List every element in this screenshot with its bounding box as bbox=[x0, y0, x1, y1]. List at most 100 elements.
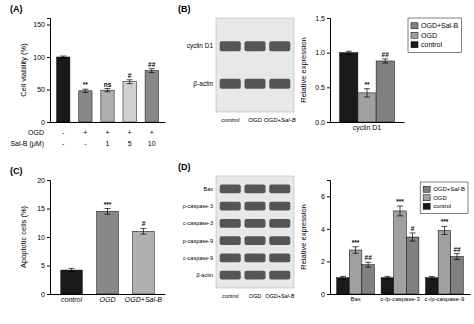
blot-band bbox=[220, 185, 241, 194]
error-bar-line bbox=[397, 215, 403, 216]
error-bar-line bbox=[149, 68, 155, 69]
y-axis-label: Relative expression bbox=[299, 37, 308, 102]
blot-row-label: β-actin bbox=[193, 80, 213, 88]
error-bar-line bbox=[400, 206, 401, 216]
x-tick-label: 10 bbox=[148, 140, 156, 147]
error-bar-line bbox=[385, 59, 386, 63]
legend-label: OGD bbox=[421, 32, 437, 39]
y-tick-label: 50 bbox=[37, 86, 45, 93]
x-tick: +1 bbox=[105, 129, 109, 147]
error-bar-line bbox=[69, 268, 75, 269]
legend-frame bbox=[408, 18, 461, 53]
blot-band bbox=[244, 236, 265, 245]
x-row-label: OGD bbox=[28, 129, 44, 136]
y-tick-label: 0 bbox=[321, 291, 325, 298]
x-axis-line bbox=[331, 294, 471, 295]
y-tick: 0.5 bbox=[315, 84, 330, 91]
panel: (C)05101520Apoptotic cells (%)***#contro… bbox=[10, 166, 166, 303]
error-bar-line bbox=[107, 89, 108, 92]
error-bar-line bbox=[382, 63, 388, 64]
legend-swatch bbox=[411, 42, 418, 48]
legend-swatch bbox=[423, 195, 430, 201]
error-bar-line bbox=[105, 91, 111, 92]
x-tick-label: cyclin D1 bbox=[353, 124, 382, 132]
blot-frame bbox=[216, 176, 294, 288]
blot-band bbox=[220, 202, 241, 211]
y-axis: 05101520 bbox=[37, 177, 50, 298]
blot-band bbox=[269, 254, 290, 263]
y-tick: 0.0 bbox=[315, 119, 330, 126]
plot-area bbox=[337, 206, 464, 294]
error-bar-line bbox=[107, 209, 108, 215]
error-bar-line bbox=[129, 80, 130, 84]
bar bbox=[358, 93, 376, 122]
y-tick: 0 bbox=[41, 119, 50, 126]
error-bar-line bbox=[340, 279, 346, 280]
error-bar-line bbox=[457, 254, 458, 260]
y-tick-label: 15 bbox=[37, 205, 45, 212]
error-bar bbox=[410, 233, 416, 241]
x-tick: OGD+Sal-B bbox=[125, 296, 162, 303]
error-bar-line bbox=[441, 234, 447, 235]
y-tick-label: 0 bbox=[41, 291, 45, 298]
error-bar-line bbox=[364, 88, 370, 89]
error-bar-line bbox=[85, 89, 86, 92]
blot-row-label: c-caspase-3 bbox=[183, 220, 213, 226]
annotation: # bbox=[142, 220, 146, 227]
error-bar bbox=[353, 247, 359, 254]
x-tick-label: + bbox=[150, 129, 154, 136]
error-bar-line bbox=[143, 228, 144, 234]
panel: 0.00.51.01.5Relative expression**##cycli… bbox=[299, 15, 461, 132]
x-tick: cyclin D1 bbox=[353, 124, 382, 132]
legend-label: OGD+Sal-B bbox=[421, 22, 458, 29]
error-bar bbox=[454, 254, 460, 260]
y-tick: 20 bbox=[37, 177, 50, 184]
error-bar bbox=[82, 89, 88, 92]
y-axis-line bbox=[47, 181, 51, 295]
blot-lane-label: control bbox=[221, 117, 240, 123]
blot-band bbox=[244, 79, 265, 89]
error-bar-line bbox=[382, 58, 388, 59]
error-bar bbox=[364, 89, 370, 97]
x-tick-label: c-/p-caspase-3 bbox=[380, 296, 420, 302]
y-axis: 0.0 0.5 1.0 1.5 bbox=[315, 15, 330, 126]
y-tick-line bbox=[47, 180, 50, 181]
x-tick-label: OGD bbox=[100, 296, 116, 303]
x-row-label: Sal-B (μM) bbox=[10, 140, 44, 148]
blot-row-label: p-caspase-9 bbox=[183, 238, 213, 244]
bar bbox=[376, 61, 394, 122]
blot-band bbox=[220, 41, 241, 51]
legend-label: OGD bbox=[433, 195, 447, 201]
error-bar bbox=[346, 51, 352, 54]
y-tick: 0 bbox=[41, 291, 50, 298]
error-bar-line bbox=[151, 69, 152, 73]
annotation: *** bbox=[396, 198, 404, 205]
x-tick-label: Bax bbox=[350, 296, 360, 302]
y-tick-line bbox=[327, 229, 330, 230]
x-tick-label: control bbox=[61, 296, 82, 303]
y-tick-line bbox=[327, 196, 330, 197]
blot-band bbox=[269, 219, 290, 228]
blot-lane-label: OGD bbox=[249, 293, 262, 299]
y-tick-label: 6 bbox=[321, 193, 325, 200]
x-axis-line bbox=[51, 122, 166, 123]
blot-band bbox=[269, 236, 290, 245]
error-bar-line bbox=[387, 276, 388, 279]
y-tick-label: 5 bbox=[41, 262, 45, 269]
legend-label: control bbox=[433, 203, 451, 209]
x-tick-label: 5 bbox=[128, 140, 132, 147]
error-bar-line bbox=[105, 88, 111, 89]
error-bar bbox=[384, 276, 390, 279]
y-tick: 1.0 bbox=[315, 49, 330, 56]
y-tick-label: 1.5 bbox=[315, 15, 325, 22]
error-bar-line bbox=[127, 83, 133, 84]
blot-band bbox=[220, 254, 241, 263]
y-tick-label: 2 bbox=[321, 258, 325, 265]
error-bar-line bbox=[140, 228, 146, 229]
x-tick: +- bbox=[83, 129, 87, 147]
y-tick: 6 bbox=[321, 193, 330, 200]
blot-row-label: c-caspase-9 bbox=[183, 255, 213, 261]
legend-swatch bbox=[411, 32, 418, 38]
annotation: # bbox=[411, 225, 415, 232]
y-tick: 0 bbox=[321, 291, 330, 298]
